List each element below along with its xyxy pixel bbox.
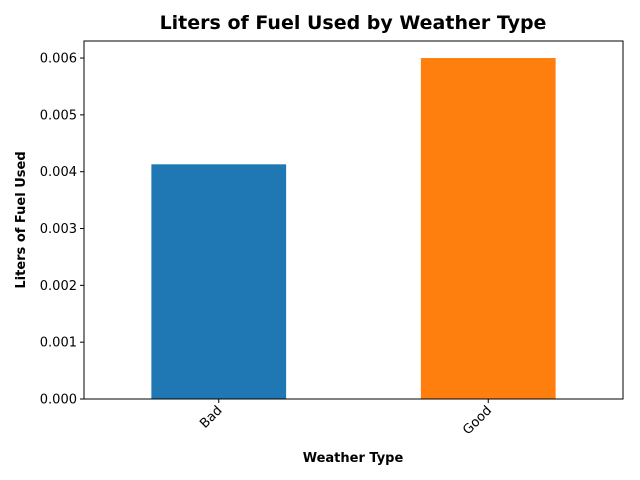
x-axis-label: Weather Type <box>303 451 404 466</box>
y-tick-label: 0.003 <box>40 222 77 237</box>
y-tick-label: 0.006 <box>40 52 77 67</box>
bars-group <box>151 58 556 400</box>
chart-title: Liters of Fuel Used by Weather Type <box>160 12 547 34</box>
y-tick-label: 0.000 <box>40 393 77 408</box>
y-tick-label: 0.005 <box>40 108 77 123</box>
y-axis-label: Liters of Fuel Used <box>14 151 29 288</box>
y-axis: 0.000 0.001 0.002 0.003 0.004 0.005 0.006 <box>40 52 84 408</box>
bar-bad <box>151 164 287 399</box>
x-axis: Bad Good <box>197 399 495 438</box>
bar-good <box>420 58 556 400</box>
x-tick-label: Bad <box>197 403 225 431</box>
y-tick-label: 0.001 <box>40 336 77 351</box>
y-tick-label: 0.004 <box>40 165 77 180</box>
x-tick-label: Good <box>460 403 495 438</box>
plot-frame <box>83 40 624 400</box>
y-tick-label: 0.002 <box>40 279 77 294</box>
